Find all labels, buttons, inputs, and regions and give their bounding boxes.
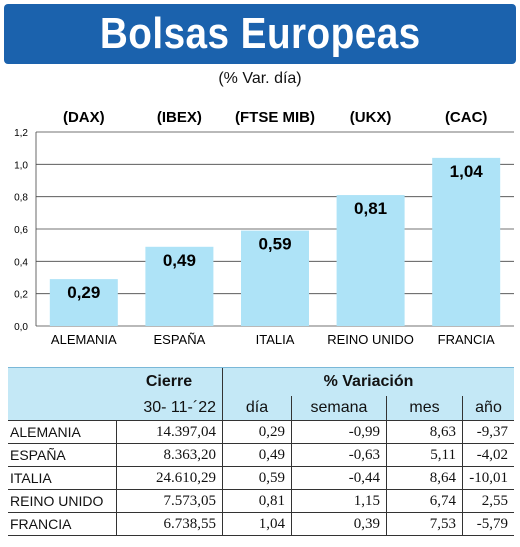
cell-mes: 6,74 bbox=[386, 489, 463, 513]
header-semana: semana bbox=[291, 396, 387, 421]
chart-subtitle: (% Var. día) bbox=[218, 70, 302, 87]
header-date: 30- 11-´22 bbox=[116, 396, 223, 421]
cell-country: REINO UNIDO bbox=[8, 489, 116, 513]
bar bbox=[145, 246, 214, 326]
cell-dia: 1,04 bbox=[222, 512, 292, 536]
cell-country: ALEMANIA bbox=[8, 420, 116, 444]
x-category-label: ITALIA bbox=[256, 332, 295, 347]
bar bbox=[241, 230, 309, 326]
header-blank-2 bbox=[8, 396, 116, 421]
bar-value-label: 0,81 bbox=[354, 199, 387, 218]
cell-dia: 0,59 bbox=[222, 466, 292, 490]
index-label: (DAX) bbox=[63, 109, 105, 126]
cell-close: 8.363,20 bbox=[115, 443, 223, 467]
header-mes: mes bbox=[386, 396, 463, 421]
cell-country: ITALIA bbox=[8, 466, 116, 490]
y-tick-label: 0,8 bbox=[14, 193, 28, 204]
cell-dia: 0,29 bbox=[222, 420, 292, 444]
table-column-header: 30- 11-´22 día semana mes año bbox=[8, 396, 514, 421]
table-row: ALEMANIA 14.397,04 0,29 -0,99 8,63 -9,37 bbox=[8, 420, 514, 444]
cell-semana: -0,44 bbox=[291, 466, 387, 490]
y-tick-label: 0,2 bbox=[14, 290, 28, 301]
cell-ano: -5,79 bbox=[462, 512, 514, 536]
bar-chart: 0,0 0,2 0,4 0,6 0,8 1,0 1,2 0,29 ALEMANIA (DAX) 0,… bbox=[14, 109, 514, 347]
header-blank bbox=[8, 367, 116, 396]
y-tick-label: 0,4 bbox=[14, 257, 28, 268]
cell-country: FRANCIA bbox=[8, 512, 116, 536]
header-cierre: Cierre bbox=[116, 367, 223, 396]
cell-mes: 7,53 bbox=[386, 512, 463, 536]
table-row: ITALIA 24.610,29 0,59 -0,44 8,64 -10,01 bbox=[8, 466, 514, 490]
x-category-label: ALEMANIA bbox=[51, 332, 117, 347]
header-dia: día bbox=[222, 396, 292, 421]
cell-close: 6.738,55 bbox=[115, 512, 223, 536]
cell-ano: 2,55 bbox=[462, 489, 514, 513]
table-row: REINO UNIDO 7.573,05 0,81 1,15 6,74 2,55 bbox=[8, 489, 514, 513]
x-category-label: ESPAÑA bbox=[154, 332, 206, 347]
bar bbox=[432, 157, 501, 326]
bar bbox=[336, 195, 405, 326]
bar-value-label: 0,29 bbox=[67, 283, 100, 302]
index-label: (CAC) bbox=[445, 109, 488, 126]
cell-ano: -10,01 bbox=[462, 466, 514, 490]
y-tick-label: 1,2 bbox=[14, 128, 28, 139]
header-ano: año bbox=[462, 396, 514, 421]
cell-close: 14.397,04 bbox=[115, 420, 223, 444]
bar bbox=[49, 279, 118, 326]
cell-mes: 8,63 bbox=[386, 420, 463, 444]
chart-title: Bolsas Europeas bbox=[99, 9, 421, 58]
y-tick-label: 1,0 bbox=[14, 160, 28, 171]
cell-mes: 8,64 bbox=[386, 466, 463, 490]
cell-semana: -0,99 bbox=[291, 420, 387, 444]
table-row: FRANCIA 6.738,55 1,04 0,39 7,53 -5,79 bbox=[8, 512, 514, 536]
cell-dia: 0,49 bbox=[222, 443, 292, 467]
index-label: (FTSE MIB) bbox=[235, 109, 315, 126]
title-banner: Bolsas Europeas bbox=[4, 4, 516, 64]
bar-value-label: 1,04 bbox=[450, 162, 484, 181]
cell-close: 24.610,29 bbox=[115, 466, 223, 490]
cell-ano: -9,37 bbox=[462, 420, 514, 444]
cell-semana: 1,15 bbox=[291, 489, 387, 513]
header-variacion: % Variación bbox=[222, 367, 514, 396]
table-group-header: Cierre % Variación bbox=[8, 367, 514, 396]
cell-semana: 0,39 bbox=[291, 512, 387, 536]
bar-value-label: 0,49 bbox=[163, 251, 196, 270]
cell-country: ESPAÑA bbox=[8, 443, 116, 467]
cell-ano: -4,02 bbox=[462, 443, 514, 467]
bar-value-label: 0,59 bbox=[258, 235, 291, 254]
cell-dia: 0,81 bbox=[222, 489, 292, 513]
quotes-table: Cierre % Variación 30- 11-´22 día semana… bbox=[8, 367, 514, 536]
cell-semana: -0,63 bbox=[291, 443, 387, 467]
x-category-label: FRANCIA bbox=[438, 332, 495, 347]
cell-close: 7.573,05 bbox=[115, 489, 223, 513]
y-tick-label: 0,6 bbox=[14, 225, 28, 236]
x-category-label: REINO UNIDO bbox=[327, 332, 414, 347]
cell-mes: 5,11 bbox=[386, 443, 463, 467]
table-row: ESPAÑA 8.363,20 0,49 -0,63 5,11 -4,02 bbox=[8, 443, 514, 467]
index-label: (UKX) bbox=[350, 109, 392, 126]
index-label: (IBEX) bbox=[157, 109, 202, 126]
y-tick-label: 0,0 bbox=[14, 322, 28, 333]
